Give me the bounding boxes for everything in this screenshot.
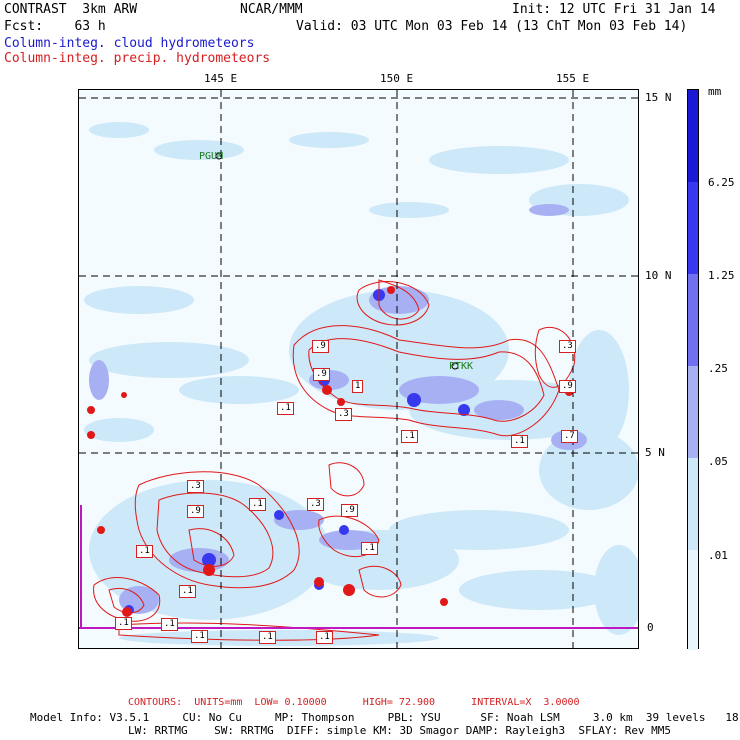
contour-label: .1 — [191, 630, 208, 643]
contour-label: 1 — [352, 380, 364, 393]
lon-label-155: 155 E — [556, 72, 590, 85]
lon-label-150: 150 E — [380, 72, 414, 85]
color-legend — [687, 89, 699, 650]
legend-units: mm — [708, 85, 722, 98]
contour-label: .1 — [277, 402, 294, 415]
station-ptkk-label: PTKK — [449, 361, 474, 372]
forecast-hour: Fcst: 63 h — [4, 19, 106, 34]
legend-label-0-25: .25 — [708, 362, 728, 375]
contour-label: .3 — [335, 408, 352, 421]
contour-label: .1 — [401, 430, 418, 443]
model-info-line2: LW: RRTMG SW: RRTMG DIFF: simple KM: 3D … — [128, 724, 672, 737]
lat-lon-grid — [79, 90, 638, 648]
contour-label: .1 — [316, 631, 333, 644]
legend-swatch-6 — [688, 550, 698, 650]
contour-label: .3 — [559, 340, 576, 353]
contour-label: .1 — [361, 542, 378, 555]
lat-label-equator: 0 — [647, 621, 654, 634]
contour-info: CONTOURS: UNITS=mm LOW= 0.10000 HIGH= 72… — [128, 697, 580, 708]
station-pgum-label: PGUM — [199, 151, 224, 162]
model-info-line1: Model Info: V3.5.1 CU: No Cu MP: Thompso… — [30, 711, 740, 724]
contour-label: .9 — [341, 504, 358, 517]
contour-label: .1 — [259, 631, 276, 644]
legend-swatch-4 — [688, 366, 698, 458]
contour-label: .7 — [561, 430, 578, 443]
legend-label-0-05: .05 — [708, 455, 728, 468]
forecast-map: PGUM PTKK .9 .9 1 .3 .1 .3 .9 .1 .9 .7 .1 .3 .9 .1 .1.… — [78, 89, 639, 649]
legend-swatch-1 — [688, 90, 698, 182]
station-ptkk-marker — [451, 362, 459, 370]
contour-label: .1 — [161, 618, 178, 631]
model-title: CONTRAST 3km ARW — [4, 2, 138, 17]
lat-label-15n: 15 N — [645, 91, 672, 104]
legend-label-6-25: 6.25 — [708, 176, 735, 189]
contour-label: .3 — [187, 480, 204, 493]
lat-label-10n: 10 N — [645, 269, 672, 282]
contour-label: .1 — [511, 435, 528, 448]
legend-label-1-25: 1.25 — [708, 269, 735, 282]
init-time: Init: 12 UTC Fri 31 Jan 14 — [512, 2, 716, 17]
organization-label: NCAR/MMM — [240, 2, 303, 17]
field-precip-label: Column-integ. precip. hydrometeors — [4, 51, 271, 66]
legend-swatch-2 — [688, 182, 698, 274]
lat-label-5n: 5 N — [645, 446, 665, 459]
contour-label: .1 — [249, 498, 266, 511]
contour-label: .9 — [312, 340, 329, 353]
map-graphics — [79, 90, 638, 648]
contour-label: .9 — [187, 505, 204, 518]
contour-label: .9 — [313, 368, 330, 381]
contour-label: .1 — [136, 545, 153, 558]
contour-label: .3 — [307, 498, 324, 511]
station-pgum-marker — [215, 152, 223, 160]
legend-swatch-5 — [688, 458, 698, 550]
contour-label: .1 — [179, 585, 196, 598]
contour-label: .1 — [115, 617, 132, 630]
valid-time: Valid: 03 UTC Mon 03 Feb 14 (13 ChT Mon … — [296, 19, 688, 34]
field-cloud-label: Column-integ. cloud hydrometeors — [4, 36, 255, 51]
lon-label-145: 145 E — [204, 72, 238, 85]
legend-swatch-3 — [688, 274, 698, 366]
legend-label-0-01: .01 — [708, 549, 728, 562]
cloud-shading-medium — [89, 204, 587, 614]
contour-label: .9 — [559, 380, 576, 393]
